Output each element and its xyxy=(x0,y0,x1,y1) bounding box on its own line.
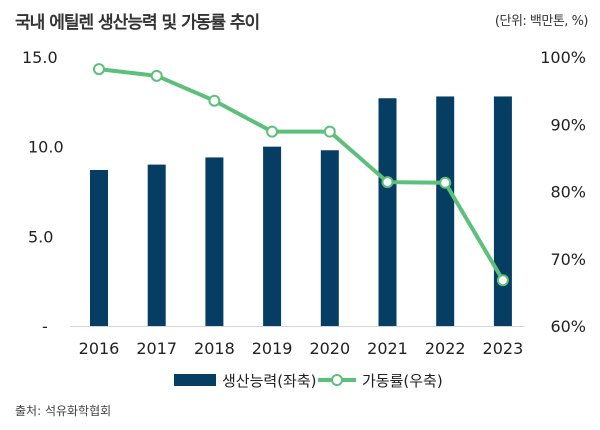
legend-bar-label: 생산능력(좌축) xyxy=(222,372,317,390)
bar-2017 xyxy=(147,164,166,326)
right-tick-label: 90% xyxy=(550,115,586,134)
legend-line-marker xyxy=(331,374,343,386)
bar-2016 xyxy=(90,169,108,326)
x-tick-label: 2016 xyxy=(79,339,120,358)
bar-2019 xyxy=(263,146,282,326)
x-tick-label: 2023 xyxy=(483,339,524,358)
rate-point-2022 xyxy=(439,176,452,189)
x-tick-label: 2022 xyxy=(425,339,466,358)
right-tick-label: 60% xyxy=(550,317,586,336)
rate-point-2017 xyxy=(150,69,163,82)
x-tick-label: 2017 xyxy=(136,339,177,358)
x-tick-label: 2018 xyxy=(194,339,235,358)
bar-2023 xyxy=(493,96,512,326)
source-note: 출처: 석유화학협회 xyxy=(15,404,112,418)
rate-point-2018 xyxy=(208,94,221,107)
right-tick-label: 80% xyxy=(550,183,586,202)
bar-2020 xyxy=(320,150,339,326)
rate-line xyxy=(98,67,505,282)
left-tick-label: 15.0 xyxy=(22,48,58,67)
bar-2018 xyxy=(205,157,224,326)
x-tick-label: 2019 xyxy=(252,339,293,358)
rate-point-2016 xyxy=(93,63,105,76)
x-tick-label: 2021 xyxy=(367,339,408,358)
x-tick-label: 2020 xyxy=(309,339,350,358)
right-tick-label: 100% xyxy=(540,48,586,67)
left-tick-label: 5.0 xyxy=(28,227,53,246)
right-tick-label: 70% xyxy=(550,250,586,269)
chart-title: 국내 에틸렌 생산능력 및 가동률 추이 xyxy=(15,13,260,33)
left-tick-label: - xyxy=(42,317,48,336)
legend-bar-swatch xyxy=(174,374,216,386)
bar-2021 xyxy=(378,98,397,326)
legend-line-label: 가동률(우축) xyxy=(362,372,443,390)
rate-point-2021 xyxy=(381,176,394,189)
rate-point-2020 xyxy=(323,125,336,138)
unit-label: (단위: 백만톤, %) xyxy=(494,14,589,29)
bar-2022 xyxy=(436,96,455,326)
left-tick-label: 10.0 xyxy=(28,138,64,157)
rate-point-2023 xyxy=(496,274,509,287)
rate-point-2019 xyxy=(266,125,279,138)
